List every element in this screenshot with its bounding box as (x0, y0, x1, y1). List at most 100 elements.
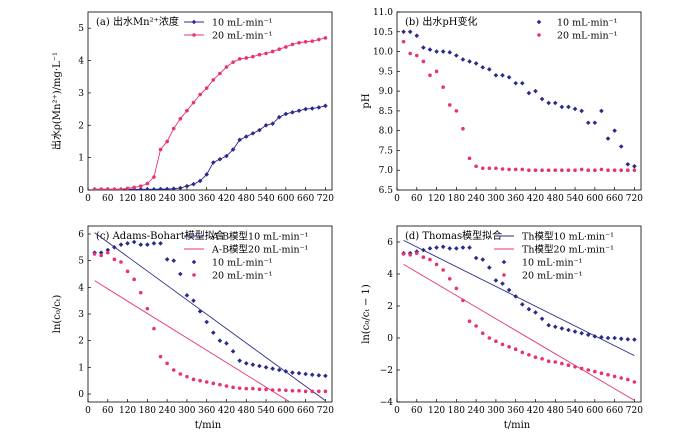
data-point (257, 387, 262, 392)
legend: A-B模型10 mL·min⁻¹A-B模型20 mL·min⁻¹ 10 mL·mi… (184, 231, 309, 282)
data-point (237, 57, 242, 61)
data-point (493, 72, 499, 78)
data-point (316, 373, 322, 378)
data-point (119, 260, 123, 264)
data-point (487, 166, 492, 171)
panel-title: (a) 出水Mn²⁺浓度 (96, 15, 179, 28)
data-point (184, 293, 190, 298)
legend-marker (536, 19, 542, 25)
panel-title: (d) Thomas模型拟合 (405, 229, 502, 242)
data-point (500, 342, 505, 347)
x-tick-label: 540 (257, 406, 274, 416)
x-tick-label: 720 (317, 406, 334, 416)
data-point (164, 186, 170, 190)
legend-label: 20 mL·min⁻¹ (557, 31, 618, 42)
data-point (585, 332, 591, 338)
data-point (244, 56, 249, 60)
data-point (560, 361, 564, 366)
data-point (474, 324, 478, 328)
legend-label: 10 mL·min⁻¹ (212, 18, 273, 29)
legend-label: 20 mL·min⁻¹ (212, 31, 273, 42)
data-point (480, 257, 486, 262)
data-point (573, 365, 577, 369)
data-point (303, 39, 308, 44)
data-point (237, 137, 242, 143)
data-point (440, 244, 446, 250)
data-point (619, 168, 624, 173)
data-point (513, 294, 519, 299)
x-tick-label: 660 (297, 194, 314, 204)
data-point (618, 144, 624, 149)
data-point (237, 386, 242, 390)
data-point (447, 246, 453, 251)
data-point (138, 184, 143, 188)
data-point (414, 33, 420, 39)
x-tick-label: 180 (448, 406, 465, 416)
data-point (401, 252, 406, 256)
data-point (625, 161, 631, 167)
data-point (171, 368, 176, 372)
series-line (94, 280, 290, 402)
data-point (118, 242, 124, 247)
x-tick-label: 120 (119, 194, 136, 204)
data-point (204, 319, 210, 325)
x-tick-label: 720 (626, 406, 643, 416)
data-point (513, 167, 518, 172)
data-point (204, 172, 210, 177)
data-point (303, 371, 308, 377)
x-tick-label: 540 (257, 194, 274, 204)
x-tick-label: 720 (317, 194, 334, 204)
y-tick-label: 2 (78, 337, 84, 347)
series-layer (92, 36, 328, 190)
data-point (586, 168, 591, 173)
x-tick-label: 600 (586, 406, 603, 416)
data-point (270, 388, 275, 392)
data-point (276, 114, 282, 120)
data-point (434, 49, 439, 54)
data-point (165, 361, 169, 366)
x-tick-label: 420 (218, 406, 235, 416)
data-point (191, 377, 196, 382)
data-point (310, 389, 315, 394)
data-point (283, 111, 289, 117)
data-point (414, 53, 419, 58)
y-tick-label: −4 (380, 398, 394, 408)
data-point (533, 355, 538, 360)
data-point (421, 59, 426, 64)
data-point (98, 250, 104, 255)
y-tick-label: 4 (387, 270, 393, 280)
data-point (546, 100, 551, 106)
data-point (296, 108, 302, 114)
data-point (317, 389, 321, 394)
data-point (231, 385, 235, 390)
data-point (145, 187, 150, 190)
data-point (500, 167, 505, 171)
data-point (224, 341, 229, 346)
data-point (612, 168, 617, 173)
y-tick-label: 0 (387, 334, 393, 344)
data-point (460, 245, 466, 250)
data-point (632, 380, 637, 384)
data-point (92, 187, 97, 190)
data-point (112, 187, 117, 190)
x-tick-label: 180 (448, 194, 465, 204)
data-point (434, 69, 439, 74)
data-point (251, 54, 255, 59)
data-point (250, 362, 256, 367)
x-tick-label: 720 (626, 194, 643, 204)
data-point (572, 106, 578, 112)
y-tick-label: 6 (78, 230, 84, 240)
data-point (566, 363, 571, 368)
data-point (487, 67, 492, 72)
y-tick-label: 2 (78, 121, 84, 131)
x-tick-label: 300 (178, 194, 195, 204)
plot-frame (396, 11, 642, 191)
y-tick-label: 9.0 (379, 87, 394, 97)
data-point (605, 136, 611, 141)
x-tick-label: 540 (566, 194, 583, 204)
data-point (264, 387, 268, 392)
data-point (284, 388, 288, 393)
data-point (112, 257, 117, 262)
data-point (467, 156, 472, 161)
data-point (145, 306, 150, 311)
